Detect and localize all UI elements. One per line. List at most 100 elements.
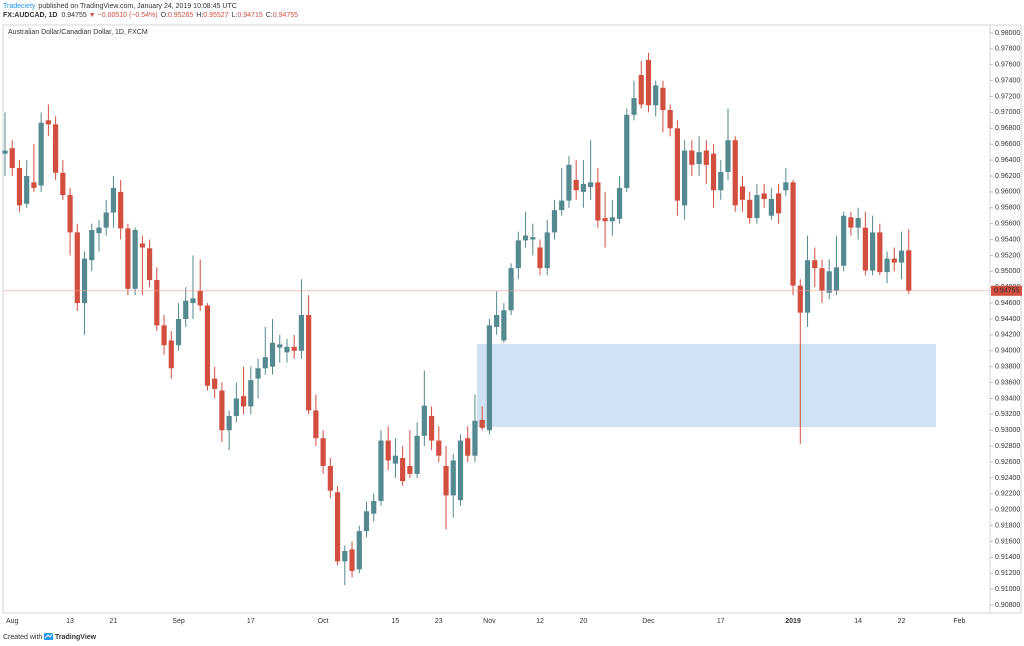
candle-body	[154, 280, 160, 326]
candle-body	[233, 398, 239, 416]
y-tick-label: 0.97400	[995, 77, 1020, 84]
candle-body	[226, 415, 232, 431]
candle-body	[262, 357, 268, 369]
candle-body	[703, 150, 709, 165]
candle-body	[284, 346, 290, 353]
y-tick-label: 0.96000	[995, 189, 1020, 196]
candle-body	[602, 218, 608, 222]
candle-body	[385, 440, 391, 461]
candle-body	[768, 199, 774, 216]
candle-body	[378, 440, 384, 501]
candle-body	[833, 267, 840, 291]
candle-body	[132, 230, 138, 289]
x-tick-label: 12	[536, 618, 544, 625]
candle-body	[212, 378, 218, 389]
candle-body	[710, 153, 717, 191]
ohlc-label: L:	[232, 12, 238, 19]
candle-body	[277, 344, 283, 348]
x-tick-label: Feb	[953, 618, 965, 625]
candle-body	[197, 290, 203, 306]
candle-body	[551, 210, 558, 233]
x-tick-label: 2019	[785, 618, 801, 625]
candle-body	[125, 228, 131, 289]
candle-body	[139, 243, 145, 248]
x-tick-label: 14	[854, 618, 862, 625]
y-tick-label: 0.93200	[995, 411, 1020, 418]
candle-body	[2, 150, 8, 154]
candle-body	[638, 75, 644, 105]
y-tick-label: 0.96800	[995, 125, 1020, 132]
y-tick-label: 0.93400	[995, 395, 1020, 402]
candle-body	[537, 247, 543, 269]
x-tick-label: 23	[435, 618, 443, 625]
candle-body	[371, 500, 377, 514]
y-tick-label: 0.95600	[995, 220, 1020, 227]
publisher[interactable]: Tradeciety	[3, 3, 36, 10]
candle-body	[559, 200, 565, 211]
candle-body	[522, 235, 529, 241]
candle-body	[580, 183, 586, 192]
y-tick-label: 0.91600	[995, 538, 1020, 545]
candle-body	[501, 310, 507, 341]
candle-body	[479, 419, 485, 428]
ohlc-value: 0.95265	[168, 12, 193, 19]
candle-body	[797, 285, 803, 313]
candle-body	[248, 380, 254, 407]
candle-body	[841, 215, 847, 266]
x-tick-label: 17	[717, 618, 725, 625]
candle-body	[219, 390, 225, 431]
y-tick-label: 0.91400	[995, 554, 1020, 561]
footer-brand[interactable]: TradingView	[55, 634, 97, 641]
candle-body	[725, 140, 731, 172]
candle-body	[168, 340, 174, 369]
y-tick-label: 0.97800	[995, 46, 1020, 53]
candle-body	[616, 187, 623, 219]
y-tick-label: 0.93000	[995, 427, 1020, 434]
candle-body	[804, 260, 811, 313]
y-tick-label: 0.91200	[995, 570, 1020, 577]
candle-body	[848, 217, 854, 228]
y-tick-label: 0.91800	[995, 522, 1020, 529]
candle-body	[334, 492, 341, 562]
candle-body	[465, 438, 471, 456]
y-tick-label: 0.97000	[995, 109, 1020, 116]
candle-body	[421, 405, 427, 436]
candle-body	[327, 466, 333, 491]
candle-body	[667, 110, 673, 129]
price: 0.94755	[61, 12, 86, 19]
x-tick-label: Nov	[483, 618, 496, 625]
candle-body	[457, 440, 464, 501]
y-tick-label: 0.94600	[995, 300, 1020, 307]
candle-body	[472, 420, 478, 456]
candle-body	[450, 460, 456, 496]
publish-line: Tradeciety published on TradingView.com, …	[3, 3, 237, 10]
candle-body	[906, 250, 912, 291]
ohlc-value: 0.95527	[203, 12, 228, 19]
candle-body	[624, 114, 630, 188]
candle-body	[436, 440, 442, 456]
candle-body	[783, 182, 789, 191]
y-tick-label: 0.90800	[995, 602, 1020, 609]
y-tick-label: 0.94400	[995, 316, 1020, 323]
y-tick-label: 0.92400	[995, 475, 1020, 482]
candle-body	[573, 179, 579, 191]
y-tick-label: 0.91000	[995, 586, 1020, 593]
candle-body	[89, 230, 95, 261]
x-tick-label: Aug	[6, 618, 19, 625]
candle-body	[884, 258, 890, 273]
candle-body	[515, 240, 521, 269]
candle-body	[566, 164, 572, 201]
candle-body	[631, 98, 637, 115]
ohlc-value: 0.94715	[237, 12, 262, 19]
ohlc-label: O:	[161, 12, 168, 19]
x-tick-label: Dec	[642, 618, 655, 625]
candle-body	[342, 551, 348, 562]
x-tick-label: Oct	[318, 618, 329, 625]
y-tick-label: 0.96400	[995, 157, 1020, 164]
y-tick-label: 0.92800	[995, 443, 1020, 450]
published: published on TradingView.com, January 24…	[38, 3, 236, 10]
candle-body	[855, 218, 861, 228]
last-price-tag	[991, 285, 1022, 296]
